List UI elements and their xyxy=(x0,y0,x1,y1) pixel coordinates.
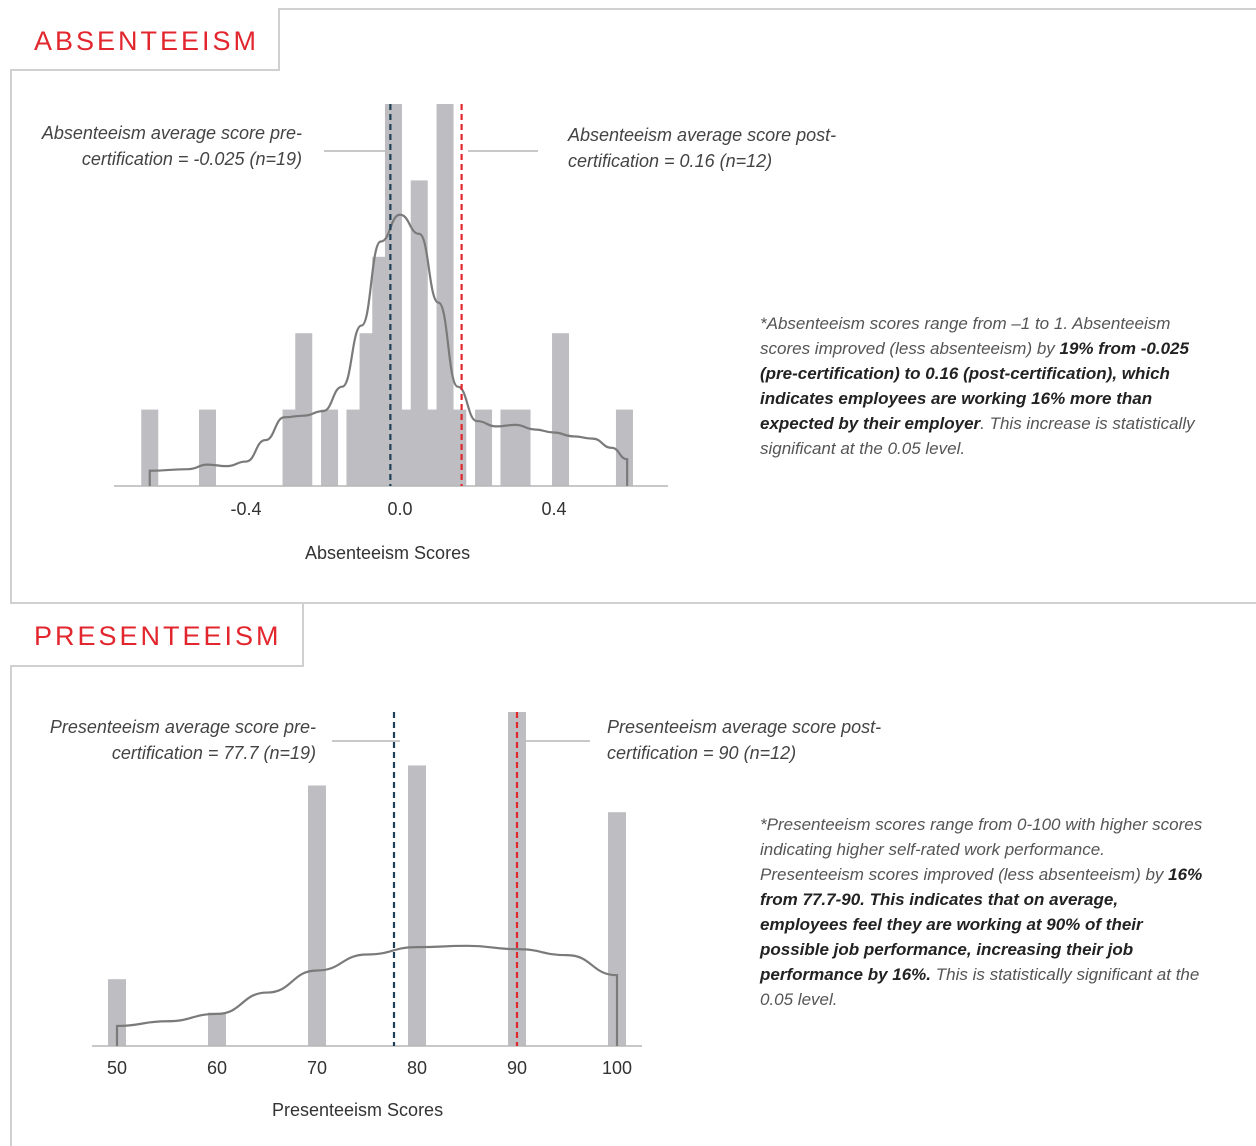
presenteeism-note: *Presenteeism scores range from 0-100 wi… xyxy=(760,812,1208,1012)
density-curve xyxy=(148,213,629,486)
absenteeism-post-callout: Absenteeism average score post-certifica… xyxy=(568,125,837,171)
histogram-bar xyxy=(141,409,159,486)
absenteeism-note-text: *Absenteeism scores range from –1 to 1. … xyxy=(760,314,1171,358)
presenteeism-x-axis-title: Presenteeism Scores xyxy=(272,1100,444,1120)
presenteeism-note-bold: 16% from 77.7-90. This indicates that on… xyxy=(760,865,1203,984)
section-divider xyxy=(10,602,1256,604)
x-tick-label: 90 xyxy=(507,1058,527,1078)
histogram-bar xyxy=(513,409,531,486)
histogram-bar xyxy=(295,333,313,486)
x-tick-label: 50 xyxy=(107,1058,127,1078)
histogram-bar xyxy=(308,785,326,1046)
histogram-bar xyxy=(321,409,339,486)
absenteeism-note-tail: . This increase is statistically signifi… xyxy=(760,414,1195,458)
presenteeism-title: PRESENTEEISM xyxy=(34,621,282,651)
x-tick-label: 0.4 xyxy=(541,499,566,519)
histogram-bar xyxy=(384,104,402,486)
histogram-bar xyxy=(346,409,364,486)
histogram-bar xyxy=(508,712,526,1046)
histogram-bar xyxy=(608,812,626,1046)
presenteeism-note-text: *Presenteeism scores range from 0-100 wi… xyxy=(760,815,1203,884)
absenteeism-section-tab: ABSENTEEISM xyxy=(10,8,280,71)
absenteeism-x-axis-title: Absenteeism Scores xyxy=(305,543,471,563)
absenteeism-plot: -0.4 0.0 0.4 xyxy=(114,104,668,519)
x-tick-label: -0.4 xyxy=(230,499,261,519)
histogram-bar xyxy=(408,765,426,1046)
content-frame xyxy=(10,8,1256,1146)
histogram-bar xyxy=(208,1012,226,1046)
histogram-bar xyxy=(475,409,493,486)
histogram-bar xyxy=(423,409,441,486)
presenteeism-post-callout: Presenteeism average score post-certific… xyxy=(607,717,882,763)
absenteeism-note: *Absenteeism scores range from –1 to 1. … xyxy=(760,311,1205,461)
presenteeism-plot: 50 60 70 80 90 100 xyxy=(92,712,642,1078)
histogram-bar xyxy=(615,409,633,486)
x-tick-label: 100 xyxy=(602,1058,632,1078)
density-curve xyxy=(115,944,619,1046)
absenteeism-title: ABSENTEEISM xyxy=(34,26,260,56)
histogram-bar xyxy=(500,409,518,486)
presenteeism-pre-callout: Presenteeism average score pre-certifica… xyxy=(49,717,316,763)
histogram-bar xyxy=(436,104,454,486)
x-tick-label: 80 xyxy=(407,1058,427,1078)
presenteeism-note-tail: This is statistically significant at the… xyxy=(760,965,1200,1009)
x-tick-label: 0.0 xyxy=(387,499,412,519)
x-tick-label: 60 xyxy=(207,1058,227,1078)
histogram-bar xyxy=(552,333,570,486)
absenteeism-note-bold: 19% from -0.025 (pre-certification) to 0… xyxy=(760,339,1189,433)
histogram-bar xyxy=(199,409,216,486)
histogram-bar xyxy=(108,979,126,1046)
presenteeism-section-tab: PRESENTEEISM xyxy=(10,604,304,667)
histogram-bar xyxy=(449,409,467,486)
absenteeism-pre-callout: Absenteeism average score pre-certificat… xyxy=(41,123,302,169)
x-tick-label: 70 xyxy=(307,1058,327,1078)
